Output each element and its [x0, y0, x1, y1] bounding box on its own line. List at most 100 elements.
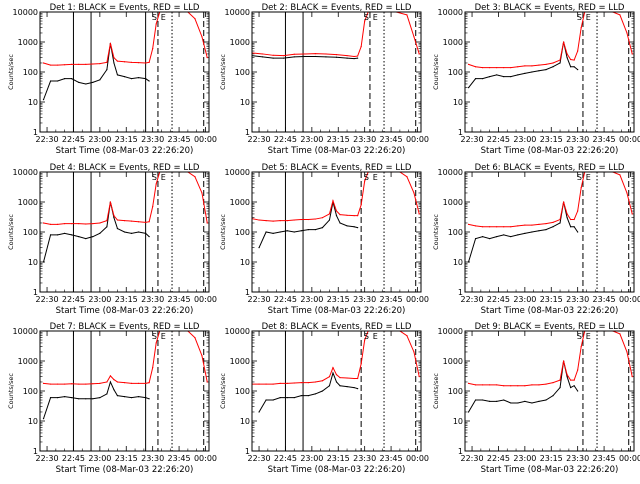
series-point-black [339, 385, 341, 387]
series-point-red [364, 20, 366, 22]
y-tick-label: 1 [33, 447, 38, 456]
series-point-black [559, 386, 561, 389]
series-point-black [346, 57, 348, 59]
x-tick-label: 23:45 [168, 454, 191, 463]
series-point-red [552, 221, 554, 223]
y-tick-label: 10 [240, 258, 250, 267]
y-tick-label: 10 [28, 98, 38, 107]
panel-title: Det 1: BLACK = Events, RED = LLD [50, 3, 200, 13]
series-point-red [328, 213, 331, 215]
series-point-red [130, 382, 133, 384]
series-line-black [43, 43, 150, 100]
series-point-red [113, 378, 115, 381]
series-point-red [474, 225, 477, 227]
series-point-red [631, 53, 633, 55]
series-point-red [328, 376, 331, 378]
detector-panel-5: Det 5: BLACK = Events, RED = LLD Counts/s… [219, 163, 429, 316]
series-point-red [155, 23, 157, 25]
series-line-red [468, 12, 633, 69]
series-point-black [566, 217, 568, 219]
series-point-black [357, 57, 359, 59]
detector-panel-4: Det 4: BLACK = Events, RED = LLD Counts/s… [7, 163, 217, 316]
x-tick-label: 23:00 [300, 295, 323, 304]
marker-letter-e: E [586, 13, 591, 22]
series-point-red [272, 54, 274, 56]
series-point-red [307, 382, 309, 384]
series-point-black [42, 418, 45, 420]
series-point-red [570, 58, 572, 61]
series-point-black [314, 55, 316, 58]
series-point-black [467, 411, 470, 413]
x-tick-label: 22:30 [36, 454, 59, 463]
series-point-black [49, 234, 52, 236]
series-point-red [566, 213, 568, 215]
series-point-red [272, 383, 274, 385]
series-point-black [552, 395, 554, 397]
series-point-black [49, 397, 52, 399]
series-point-red [496, 384, 498, 386]
marker-letter-s: S [577, 173, 582, 182]
series-point-black [64, 396, 66, 398]
y-axis-label: Counts/sec [219, 54, 227, 90]
x-axis-label: Start Time (08-Mar-03 22:26:20) [268, 306, 406, 316]
x-tick-label: 22:45 [62, 135, 85, 144]
series-point-black [566, 57, 568, 59]
y-axis-label: Counts/sec [219, 214, 227, 250]
series-point-red [467, 63, 470, 65]
series-point-black [283, 57, 285, 59]
y-tick-label: 10000 [438, 168, 463, 177]
series-point-black [353, 386, 355, 389]
panel-title: Det 3: BLACK = Events, RED = LLD [475, 3, 625, 13]
series-point-black [531, 402, 533, 404]
series-point-red [321, 217, 324, 219]
series-line-red [43, 172, 208, 225]
series-point-red [57, 64, 59, 66]
series-point-red [265, 383, 267, 385]
series-point-red [99, 222, 101, 224]
series-point-red [335, 374, 338, 376]
series-point-black [510, 236, 512, 238]
marker-letter-e: E [373, 13, 378, 22]
series-point-red [109, 375, 112, 377]
series-point-red [510, 226, 512, 228]
series-point-red [413, 351, 415, 353]
series-point-red [474, 384, 477, 386]
y-tick-label: 100 [235, 228, 250, 237]
panel-data-layer [252, 172, 420, 292]
y-tick-label: 10000 [225, 168, 250, 177]
series-point-red [580, 346, 582, 348]
series-point-red [314, 381, 316, 383]
series-point-black [99, 79, 101, 81]
series-point-red [626, 192, 628, 194]
series-point-red [137, 382, 140, 384]
marker-letter-e: E [161, 173, 166, 182]
y-tick-label: 1 [245, 288, 250, 297]
series-point-red [552, 62, 554, 64]
series-point-black [145, 232, 147, 234]
series-point-black [538, 230, 540, 232]
x-tick-label: 23:45 [593, 295, 616, 304]
series-point-red [99, 382, 101, 384]
series-point-red [85, 223, 87, 225]
series-point-red [92, 63, 94, 65]
series-point-red [123, 382, 126, 384]
series-line-black [252, 55, 358, 60]
panel-data-layer [42, 331, 208, 451]
series-point-black [314, 229, 316, 231]
series-point-black [300, 230, 302, 232]
y-axis-label: Counts/sec [7, 373, 15, 409]
y-axis-label: Counts/sec [432, 373, 440, 409]
series-point-black [510, 76, 512, 78]
series-point-black [265, 231, 267, 233]
x-tick-label: 23:45 [380, 135, 403, 144]
series-point-black [353, 57, 355, 60]
y-tick-label: 1000 [18, 198, 38, 207]
panel-data-layer [467, 331, 633, 451]
series-point-black [148, 80, 150, 82]
marker-letter-s: S [364, 332, 369, 341]
series-line-red [43, 331, 208, 385]
series-point-black [346, 225, 348, 227]
series-point-red [562, 41, 565, 43]
y-tick-label: 100 [448, 68, 463, 77]
